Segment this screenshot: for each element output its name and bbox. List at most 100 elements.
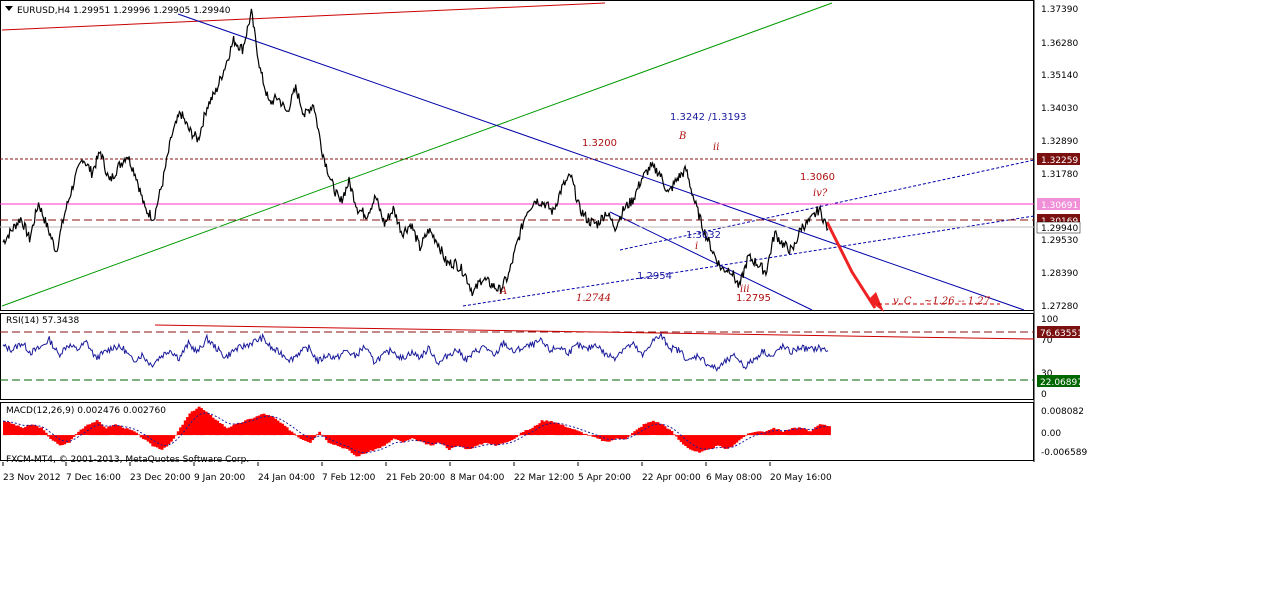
macd-bar	[234, 423, 238, 435]
macd-bar	[3, 421, 6, 436]
macd-bar	[719, 435, 722, 446]
macd-bar	[121, 427, 125, 435]
macd-bar	[781, 431, 785, 435]
macd-bar	[538, 423, 542, 436]
time-tick-label: 23 Dec 20:00	[130, 473, 191, 483]
macd-bar	[137, 434, 141, 435]
macd-bar	[473, 435, 477, 447]
macd-bar	[424, 435, 428, 445]
macd-bar	[274, 418, 277, 436]
macd-bar	[200, 408, 203, 436]
price-tick: 1.36280	[1041, 39, 1078, 49]
macd-bar	[800, 428, 804, 436]
macd-bar	[670, 431, 674, 436]
macd-bar	[658, 423, 662, 436]
macd-bar	[334, 435, 338, 445]
annotation-blue-3: 1.2954	[637, 271, 672, 282]
macd-bar	[811, 429, 815, 436]
macd-bar	[749, 433, 753, 436]
price-tick: 1.31780	[1041, 170, 1078, 180]
macd-bar	[169, 435, 173, 442]
macd-bar	[607, 435, 611, 442]
macd-bar	[125, 428, 129, 436]
macd-bar	[176, 431, 180, 435]
macd-bar	[91, 422, 94, 436]
macd-bar	[246, 419, 250, 435]
macd-bar	[774, 429, 778, 435]
price-trendlines	[0, 2, 1035, 312]
macd-bar	[174, 434, 178, 436]
macd-bar	[179, 427, 182, 436]
macd-bar	[253, 417, 257, 436]
macd-bar	[132, 431, 136, 436]
macd-bar	[746, 433, 750, 436]
macd-bar	[431, 435, 435, 446]
macd-bar	[151, 435, 155, 447]
macd-bar	[807, 431, 810, 435]
price-label-bg	[1037, 198, 1080, 210]
time-tick-label: 7 Feb 12:00	[322, 473, 376, 483]
macd-bar	[767, 430, 771, 436]
time-tick-label: 21 Feb 20:00	[386, 473, 445, 483]
macd-bar	[517, 435, 521, 436]
macd-bar	[239, 423, 243, 436]
macd-bar	[5, 422, 9, 436]
macd-histogram	[3, 406, 831, 457]
dotted-channel-lower	[462, 215, 1035, 307]
macd-bar	[568, 428, 572, 435]
dropdown-triangle-icon[interactable]	[5, 6, 13, 11]
macd-bar	[647, 422, 651, 436]
macd-bar	[394, 435, 398, 440]
macd-bar	[162, 435, 166, 448]
macd-bar	[417, 435, 421, 442]
price-label-bg	[1036, 221, 1081, 234]
macd-bar	[225, 428, 229, 436]
macd-bar	[716, 435, 720, 446]
macd-bar	[480, 435, 484, 445]
macd-bar	[547, 421, 551, 435]
macd-bar	[635, 429, 639, 436]
macd-bar	[313, 435, 317, 438]
macd-bar	[77, 431, 81, 435]
macd-bar	[14, 425, 18, 435]
macd-bar	[536, 424, 539, 436]
rsi-tick: 0	[1041, 390, 1047, 400]
price-label-129940: 1.29940	[1041, 224, 1078, 234]
macd-bar	[818, 424, 822, 435]
projection-arrowhead	[868, 292, 884, 312]
macd-bar	[251, 418, 254, 436]
price-label-130691: 1.30691	[1041, 201, 1078, 211]
wave-label-iii: iii	[740, 284, 750, 295]
macd-bar	[468, 435, 472, 449]
macd-bar	[744, 435, 748, 436]
macd-bar	[301, 435, 305, 440]
price-series-line	[2, 8, 829, 297]
macd-bar	[429, 435, 433, 446]
macd-bar	[631, 433, 634, 436]
macd-bar	[825, 426, 829, 435]
macd-bar	[341, 435, 345, 449]
macd-bar	[74, 434, 78, 435]
macd-bar	[543, 421, 546, 436]
macd-bar	[336, 435, 340, 447]
macd-bar	[37, 427, 41, 435]
price-annotations: 1.3242 /1.3193 1.3032 1.2954 1.3200 1.30…	[499, 112, 991, 307]
macd-bar	[712, 435, 715, 449]
macd-bar	[33, 425, 36, 436]
macd-bar	[614, 435, 618, 439]
macd-bar	[482, 435, 486, 443]
macd-bar	[721, 435, 725, 448]
macd-bar	[802, 428, 806, 435]
time-tick-label: 8 Mar 04:00	[450, 473, 505, 483]
macd-bar	[809, 431, 813, 436]
price-label-bg	[1037, 153, 1080, 165]
macd-bar	[682, 435, 685, 445]
macd-bar	[401, 435, 405, 443]
macd-bar	[209, 415, 213, 436]
macd-bar	[510, 435, 514, 441]
macd-bar	[580, 432, 583, 436]
macd-bar	[689, 435, 692, 450]
macd-bar	[390, 435, 393, 441]
macd-bar	[566, 427, 569, 436]
macd-bar	[376, 435, 379, 449]
